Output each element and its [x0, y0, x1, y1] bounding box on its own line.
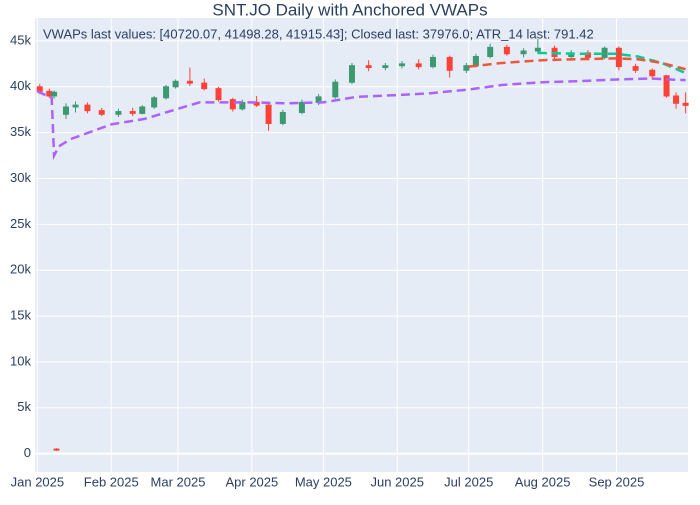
- y-tick-label: 15k: [10, 308, 31, 323]
- candle-body: [201, 82, 208, 90]
- candle-body: [673, 95, 680, 104]
- candle-body: [265, 104, 272, 124]
- candle-body: [72, 104, 79, 108]
- x-tick-label: May 2025: [295, 474, 352, 489]
- candle-body: [253, 101, 260, 106]
- candle-body: [46, 90, 53, 97]
- candle-body: [332, 81, 339, 98]
- x-tick-label: Jun 2025: [370, 474, 424, 489]
- candle-body: [53, 448, 60, 451]
- candle-body: [115, 111, 122, 115]
- candle-body: [151, 97, 158, 108]
- x-tick-label: Aug 2025: [515, 474, 571, 489]
- candle-body: [51, 91, 58, 97]
- x-tick-label: Sep 2025: [589, 474, 645, 489]
- candle-body: [399, 63, 406, 67]
- candle-body: [163, 86, 170, 99]
- candle-body: [129, 111, 136, 114]
- candle-body: [429, 56, 436, 68]
- y-tick-label: 30k: [10, 170, 31, 185]
- y-tick-label: 40k: [10, 78, 31, 93]
- candle-body: [139, 106, 146, 114]
- candle-body: [632, 66, 639, 71]
- vwap-line: [468, 57, 686, 71]
- candle-body: [279, 111, 286, 124]
- candle-body: [172, 80, 179, 88]
- candle-body: [229, 99, 236, 110]
- candle-body: [365, 65, 372, 69]
- candle-body: [186, 80, 193, 84]
- candle-body: [649, 69, 656, 77]
- vwap-line: [36, 77, 686, 161]
- candle-body: [487, 46, 494, 58]
- candle-body: [534, 47, 541, 52]
- candle-body: [298, 101, 305, 113]
- x-tick-label: Feb 2025: [84, 474, 139, 489]
- candle-body: [62, 106, 69, 115]
- y-tick-label: 35k: [10, 124, 31, 139]
- annotation: VWAPs last values: [40720.07, 41498.28, …: [43, 26, 594, 41]
- candle-body: [663, 75, 670, 97]
- candle-body: [215, 88, 222, 101]
- x-tick-label: Apr 2025: [225, 474, 278, 489]
- y-tick-label: 10k: [10, 353, 31, 368]
- plot-area: [35, 18, 688, 472]
- candle-body: [84, 104, 91, 112]
- candle-body: [682, 102, 689, 106]
- candle-body: [463, 65, 470, 71]
- y-tick-label: 45k: [10, 32, 31, 47]
- x-tick-label: Jan 2025: [11, 474, 65, 489]
- candle-body: [503, 46, 510, 55]
- candle-body: [472, 56, 479, 67]
- y-tick-label: 25k: [10, 216, 31, 231]
- candle-body: [415, 63, 422, 68]
- y-tick-label: 5k: [17, 399, 31, 414]
- x-tick-label: Jul 2025: [444, 474, 493, 489]
- chart-title: SNT.JO Daily with Anchored VWAPs: [212, 0, 487, 19]
- candle-body: [446, 56, 453, 71]
- candle-body: [520, 50, 527, 55]
- candle-body: [348, 65, 355, 83]
- candle-body: [98, 110, 105, 115]
- y-tick-label: 20k: [10, 262, 31, 277]
- x-tick-label: Mar 2025: [151, 474, 206, 489]
- y-tick-label: 0: [24, 445, 31, 460]
- candle-body: [382, 65, 389, 69]
